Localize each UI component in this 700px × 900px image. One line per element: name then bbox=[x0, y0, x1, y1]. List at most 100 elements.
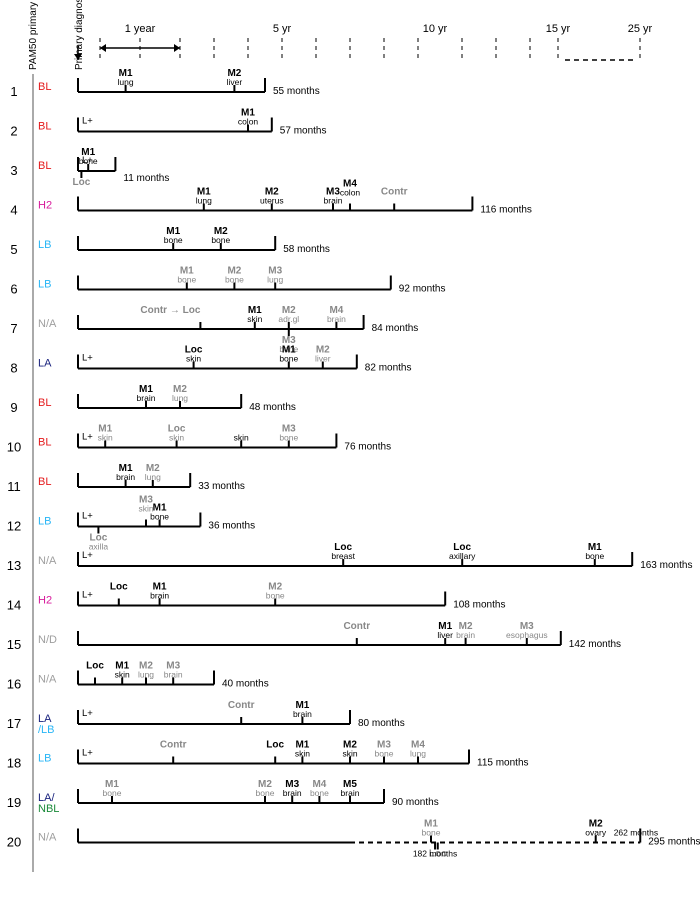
lymph-node-flag: L+ bbox=[82, 353, 93, 364]
event-site: bone bbox=[279, 354, 298, 364]
event-site: ovary bbox=[585, 828, 607, 838]
event-code: Contr bbox=[343, 621, 370, 632]
event-code: Contr bbox=[160, 740, 187, 751]
survival-months: 116 months bbox=[480, 205, 532, 216]
patient-id: 11 bbox=[7, 479, 21, 494]
event-site: lung bbox=[410, 749, 426, 759]
event-site: brain bbox=[150, 591, 169, 601]
lymph-node-flag: L+ bbox=[82, 116, 93, 127]
lymph-node-flag: L+ bbox=[82, 550, 93, 561]
event-code: Contr → Loc bbox=[140, 305, 200, 316]
patient-id: 9 bbox=[10, 400, 17, 415]
event-site: brain bbox=[116, 472, 135, 482]
event-site: brain bbox=[293, 709, 312, 719]
survival-months: 55 months bbox=[273, 86, 320, 97]
event-site: colon bbox=[340, 188, 361, 198]
patient-id: 7 bbox=[10, 321, 17, 336]
survival-months: 84 months bbox=[372, 323, 419, 334]
event-site: uterus bbox=[260, 196, 284, 206]
event-site: liver bbox=[227, 77, 243, 87]
patient-id: 8 bbox=[10, 361, 17, 376]
axis-label: 25 yr bbox=[628, 23, 653, 35]
event-site: brain bbox=[164, 670, 183, 680]
survival-months: 58 months bbox=[283, 244, 330, 255]
survival-months: 40 months bbox=[222, 679, 269, 690]
event-site: bone bbox=[79, 156, 98, 166]
event-site: bone bbox=[422, 828, 441, 838]
event-site: brain bbox=[283, 788, 302, 798]
event-site: lung bbox=[172, 393, 188, 403]
patient-id: 14 bbox=[7, 598, 21, 613]
event-site: bone bbox=[225, 275, 244, 285]
arrowhead bbox=[174, 44, 180, 52]
patient-id: 18 bbox=[7, 756, 21, 771]
survival-months: 92 months bbox=[399, 284, 446, 295]
patient-id: 6 bbox=[10, 282, 17, 297]
pam50-subtype: H2 bbox=[38, 200, 52, 212]
event-site: liver bbox=[437, 630, 453, 640]
pam50-subtype: LB bbox=[38, 279, 51, 291]
pam50-subtype: H2 bbox=[38, 595, 52, 607]
survival-months: 33 months bbox=[198, 481, 245, 492]
survival-months: 142 months bbox=[569, 639, 621, 650]
event-site: skin bbox=[247, 314, 262, 324]
patient-id: 1 bbox=[10, 84, 17, 99]
event-site: brain bbox=[137, 393, 156, 403]
patient-id: 19 bbox=[7, 795, 21, 810]
patient-id: 3 bbox=[10, 163, 17, 178]
event-code: Contr bbox=[381, 187, 408, 198]
axis-label: 10 yr bbox=[423, 23, 448, 35]
survival-months: 295 months bbox=[648, 837, 700, 848]
event-site: lung bbox=[118, 77, 134, 87]
event-site: brain bbox=[341, 788, 360, 798]
event-code: Loc bbox=[110, 582, 128, 593]
survival-months: 48 months bbox=[249, 402, 296, 413]
pam50-subtype: BL bbox=[38, 121, 51, 133]
event-site: skin bbox=[169, 433, 184, 443]
survival-months: 11 months bbox=[123, 173, 169, 184]
event-code: Loc bbox=[73, 177, 91, 188]
event-site: bone bbox=[375, 749, 394, 759]
event-site: brain bbox=[327, 314, 346, 324]
event-site: bone bbox=[310, 788, 329, 798]
patient-id: 20 bbox=[7, 835, 21, 850]
event-site: bone bbox=[150, 512, 169, 522]
pam50-subtype: N/A bbox=[38, 555, 57, 567]
event-site: skin bbox=[342, 749, 357, 759]
event-site: skin bbox=[234, 433, 249, 443]
pam50-header: PAM50 primary tumor bbox=[28, 0, 39, 70]
survival-months: 36 months bbox=[208, 521, 255, 532]
pam50-subtype: N/A bbox=[38, 318, 57, 330]
pam50-subtype: NBL bbox=[38, 803, 59, 815]
lymph-node-flag: L+ bbox=[82, 590, 93, 601]
lymph-node-flag: L+ bbox=[82, 511, 93, 522]
event-site: bone bbox=[177, 275, 196, 285]
pam50-subtype: N/D bbox=[38, 634, 57, 646]
event-site: esophagus bbox=[506, 630, 548, 640]
pam50-subtype: N/A bbox=[38, 832, 57, 844]
pam50-subtype: LB bbox=[38, 239, 51, 251]
axis-label: 15 yr bbox=[546, 23, 571, 35]
event-site: bone bbox=[266, 591, 285, 601]
event-site: adr.gl bbox=[278, 314, 299, 324]
event-site: 182 months bbox=[413, 849, 457, 859]
event-site: bone bbox=[103, 788, 122, 798]
survival-months: 82 months bbox=[365, 363, 412, 374]
event-site: skin bbox=[98, 433, 113, 443]
event-site: lung bbox=[138, 670, 154, 680]
patient-id: 2 bbox=[10, 124, 17, 139]
event-site: colon bbox=[238, 117, 259, 127]
survival-months: 57 months bbox=[280, 126, 327, 137]
axis-label: 1 year bbox=[125, 23, 156, 35]
axis-label: 5 yr bbox=[273, 23, 292, 35]
event-site: brain bbox=[456, 630, 475, 640]
event-site: axillary bbox=[449, 551, 476, 561]
event-site: lung bbox=[267, 275, 283, 285]
event-code: Contr bbox=[228, 700, 255, 711]
timeline-figure: PAM50 primary tumor Primary diagnosis 1 ye… bbox=[0, 0, 700, 900]
pam50-subtype: BL bbox=[38, 476, 51, 488]
event-site: bone bbox=[279, 433, 298, 443]
primary-dx-header: Primary diagnosis bbox=[74, 0, 85, 70]
survival-months: 90 months bbox=[392, 797, 439, 808]
event-site: liver bbox=[315, 354, 331, 364]
